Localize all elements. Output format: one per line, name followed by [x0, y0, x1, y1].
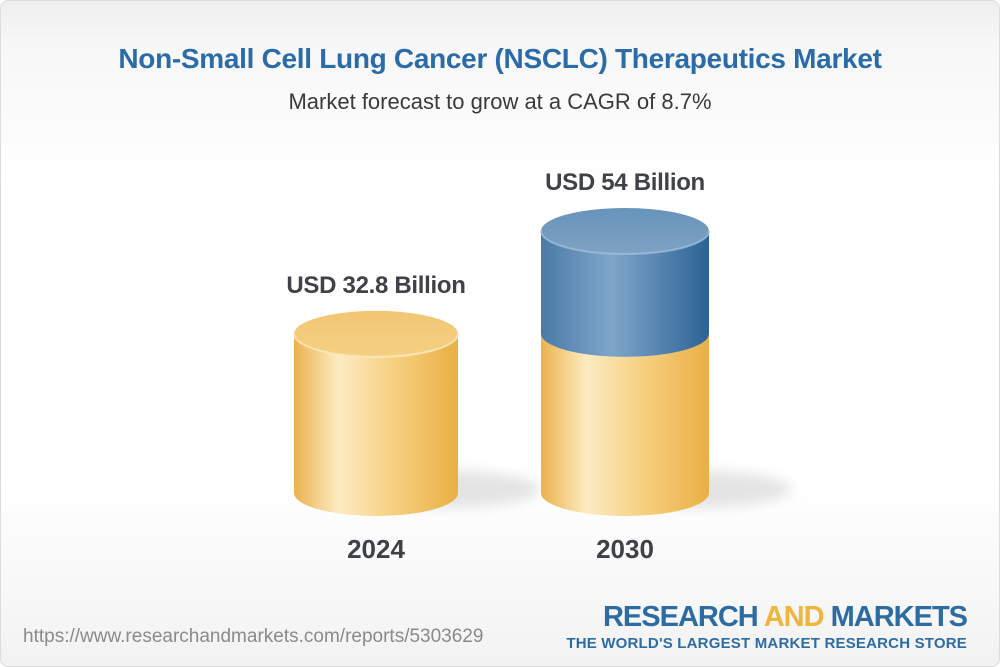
bar-2024-segment — [294, 333, 458, 516]
bars-group — [293, 208, 791, 516]
bar-2030-growth-segment — [541, 231, 709, 357]
research-and-markets-logo: RESEARCH AND MARKETS THE WORLD'S LARGEST… — [566, 601, 968, 653]
value-label-2030: USD 54 Billion — [545, 169, 705, 196]
bar-2030-base-segment — [541, 333, 709, 516]
bar-2030-rim-highlight — [540, 230, 710, 255]
logo-word-research: RESEARCH — [602, 601, 759, 633]
report-url-link[interactable]: https://www.researchandmarkets.com/repor… — [23, 626, 484, 647]
category-label-2024: 2024 — [347, 534, 405, 564]
category-label-2030: 2030 — [596, 534, 654, 564]
page-title: Non-Small Cell Lung Cancer (NSCLC) Thera… — [118, 43, 882, 74]
chart-subtitle: Market forecast to grow at a CAGR of 8.7… — [288, 89, 712, 114]
logo-word-markets: MARKETS — [830, 601, 968, 633]
bar-2024-top-cap — [294, 310, 458, 357]
logo-tagline: THE WORLD'S LARGEST MARKET RESEARCH STOR… — [566, 635, 967, 653]
bar-2024-rim-highlight — [293, 333, 459, 358]
logo-wordmark: RESEARCH AND MARKETS — [566, 601, 968, 633]
value-label-2024: USD 32.8 Billion — [286, 271, 466, 299]
logo-word-and: AND — [763, 601, 825, 633]
bar-2030-top-cap — [541, 208, 709, 254]
